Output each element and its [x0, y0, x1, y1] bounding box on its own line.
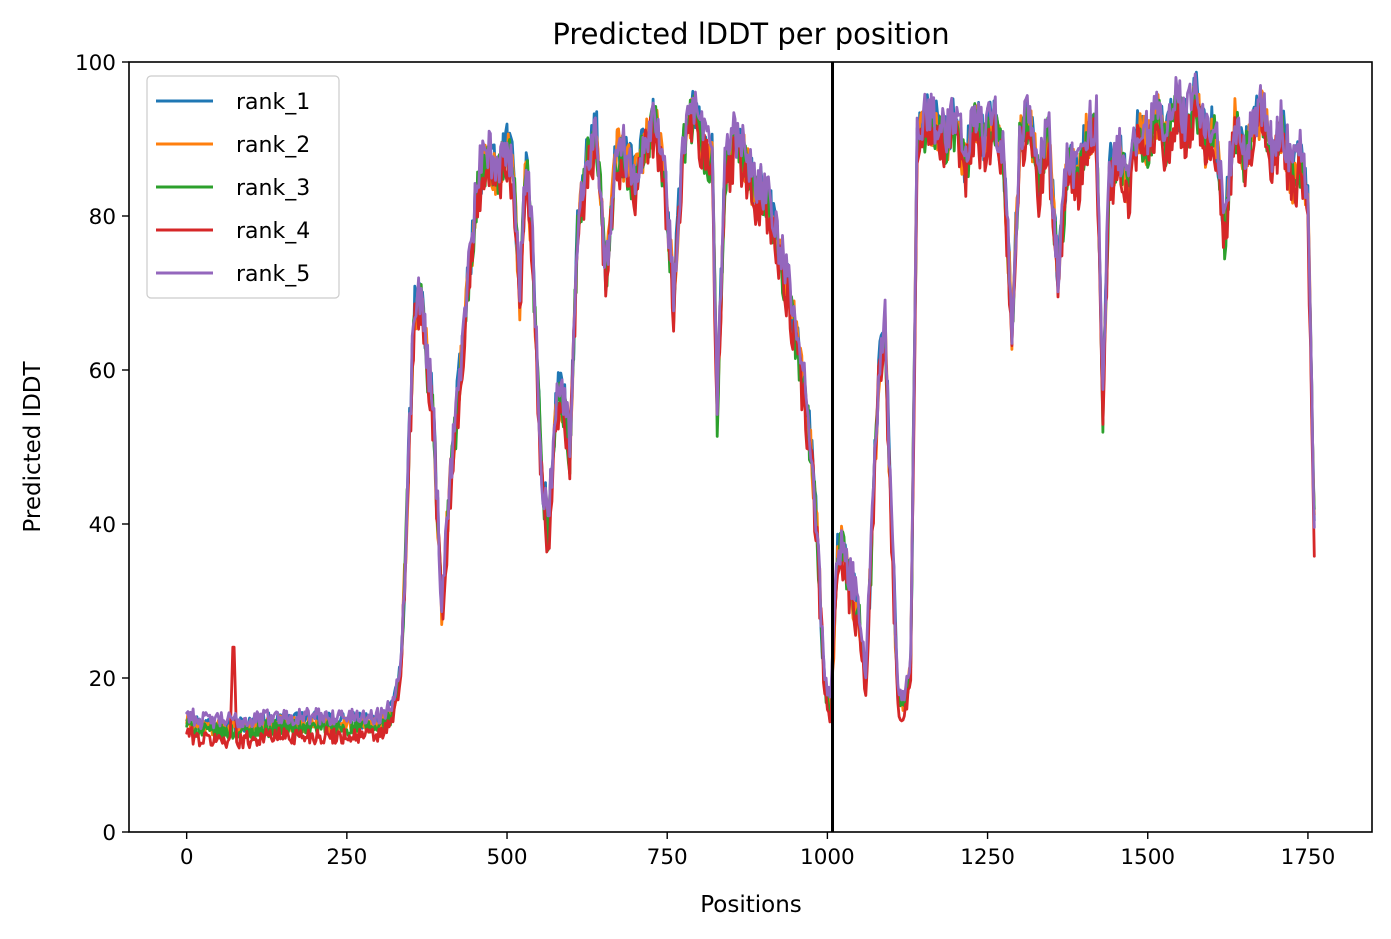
y-axis: 0 20 40 60 80 100	[75, 51, 129, 846]
chart-title: Predicted lDDT per position	[552, 17, 949, 51]
legend: rank_1 rank_2 rank_3 rank_4 rank_5	[146, 75, 340, 299]
legend-label-rank_1: rank_1	[236, 90, 310, 115]
y-tick-label: 60	[89, 359, 116, 384]
y-tick-label: 100	[75, 51, 116, 76]
x-axis: 0 250 500 750 1000 1250 1500 1750	[180, 832, 1335, 870]
x-tick-label: 1250	[960, 845, 1015, 870]
y-tick-label: 80	[89, 205, 116, 230]
legend-label-rank_2: rank_2	[236, 133, 310, 158]
x-axis-label: Positions	[700, 892, 802, 918]
x-tick-label: 1500	[1120, 845, 1175, 870]
legend-label-rank_5: rank_5	[236, 262, 310, 287]
series-lines	[185, 70, 1316, 750]
legend-label-rank_4: rank_4	[236, 219, 310, 244]
y-axis-label: Predicted lDDT	[20, 360, 46, 532]
plot-frame	[128, 61, 1373, 833]
x-tick-label: 1000	[800, 845, 855, 870]
x-tick-label: 0	[180, 845, 194, 870]
y-tick-label: 0	[102, 821, 116, 846]
series-line-rank_5	[185, 72, 1316, 731]
x-tick-label: 250	[326, 845, 367, 870]
legend-label-rank_3: rank_3	[236, 176, 310, 201]
y-tick-label: 20	[89, 667, 116, 692]
x-tick-label: 500	[487, 845, 528, 870]
legend-box	[146, 75, 340, 299]
x-tick-label: 750	[647, 845, 688, 870]
y-tick-label: 40	[89, 513, 116, 538]
x-tick-label: 1750	[1281, 845, 1336, 870]
